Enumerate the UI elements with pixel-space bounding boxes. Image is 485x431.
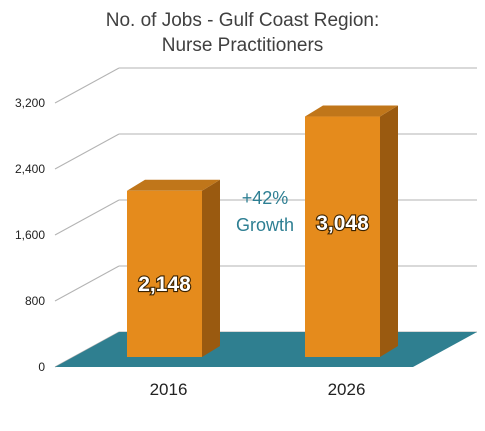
data-label: 3,048 — [316, 212, 369, 235]
y-tick-label: 0 — [38, 360, 45, 374]
data-label: 2,148 — [138, 273, 191, 296]
gridline-diagonal — [54, 133, 120, 170]
bar-top — [127, 179, 220, 191]
y-tick-label: 800 — [25, 294, 45, 308]
chart-subtitle: Nurse Practitioners — [161, 35, 324, 56]
chart-floor — [55, 332, 477, 367]
chart-title: No. of Jobs - Gulf Coast Region: — [105, 10, 380, 31]
growth-annotation-line1: +42% — [242, 188, 289, 208]
bar-top — [305, 105, 398, 117]
bar — [127, 190, 202, 357]
growth-annotation-line2: Growth — [236, 215, 294, 235]
gridline-diagonal — [54, 265, 120, 302]
bar — [305, 116, 380, 357]
bar-side — [380, 105, 398, 357]
y-tick-label: 3,200 — [15, 96, 45, 110]
x-tick-label: 2016 — [150, 380, 188, 399]
chart-title-block: No. of Jobs - Gulf Coast Region: Nurse P… — [0, 8, 485, 58]
gridline-diagonal — [54, 67, 120, 104]
x-tick-label: 2026 — [328, 380, 366, 399]
bar-side — [202, 179, 220, 357]
y-tick-label: 2,400 — [15, 162, 45, 176]
gridline-diagonal — [54, 199, 120, 236]
y-tick-label: 1,600 — [15, 228, 45, 242]
